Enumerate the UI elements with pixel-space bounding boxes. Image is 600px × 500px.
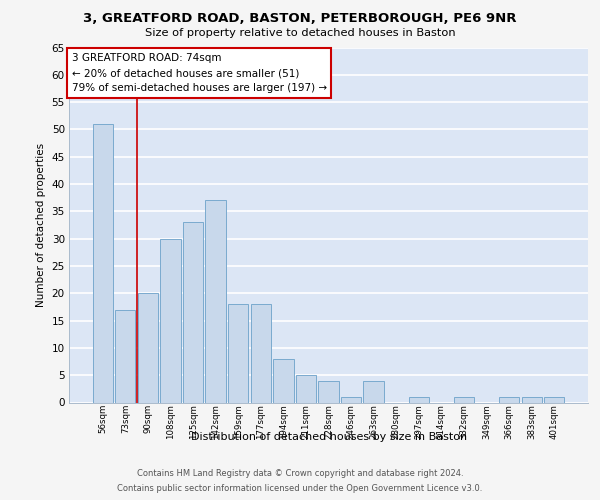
Y-axis label: Number of detached properties: Number of detached properties [36, 143, 46, 307]
Bar [160, 238, 181, 402]
Text: 3, GREATFORD ROAD, BASTON, PETERBOROUGH, PE6 9NR: 3, GREATFORD ROAD, BASTON, PETERBOROUGH,… [83, 12, 517, 26]
Bar [228, 304, 248, 402]
Bar [454, 397, 474, 402]
Text: Contains public sector information licensed under the Open Government Licence v3: Contains public sector information licen… [118, 484, 482, 493]
Text: Size of property relative to detached houses in Baston: Size of property relative to detached ho… [145, 28, 455, 38]
Bar [296, 375, 316, 402]
Bar [92, 124, 113, 402]
Bar [251, 304, 271, 402]
Bar [499, 397, 519, 402]
Bar [115, 310, 136, 402]
Bar [341, 397, 361, 402]
Bar [319, 380, 338, 402]
Bar [205, 200, 226, 402]
Bar [138, 294, 158, 403]
Text: 3 GREATFORD ROAD: 74sqm
← 20% of detached houses are smaller (51)
79% of semi-de: 3 GREATFORD ROAD: 74sqm ← 20% of detache… [71, 53, 327, 93]
Bar [409, 397, 429, 402]
Text: Distribution of detached houses by size in Baston: Distribution of detached houses by size … [191, 432, 467, 442]
Bar [273, 359, 293, 403]
Bar [544, 397, 565, 402]
Bar [521, 397, 542, 402]
Bar [183, 222, 203, 402]
Bar [364, 380, 384, 402]
Text: Contains HM Land Registry data © Crown copyright and database right 2024.: Contains HM Land Registry data © Crown c… [137, 469, 463, 478]
